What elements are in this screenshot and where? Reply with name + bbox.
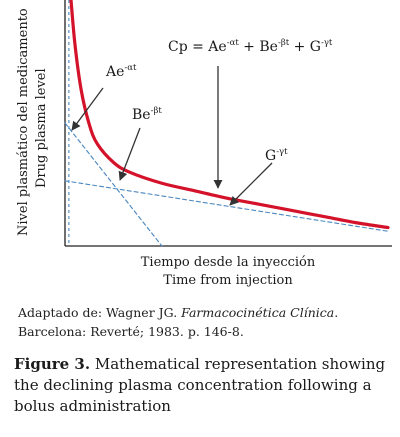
caption-label: Figure 3. — [14, 355, 91, 373]
g-label: G-γt — [265, 147, 288, 164]
beta-phase-dashed-line — [64, 180, 389, 232]
source-suffix: . Barcelona: Reverté; 1983. p. 146-8. — [18, 305, 339, 339]
equation: Cp = Ae-αt + Be-βt + G-γt — [168, 38, 333, 55]
caption-text: Mathematical representation showing the … — [14, 355, 386, 415]
source-title: Farmacocinética Clínica — [181, 305, 335, 320]
plasma-level-chart: Cp = Ae-αt + Be-βt + G-γt Ae-αt Be-βt G-… — [16, 0, 392, 288]
ae-annotation-arrow — [71, 87, 104, 131]
figure-caption: Figure 3. Mathematical representation sh… — [14, 354, 390, 417]
y-axis-label: Nivel plasmático del medicamento — [16, 8, 31, 236]
source-note: Adaptado de: Wagner JG. Farmacocinética … — [18, 303, 388, 341]
x-axis-label-english: Time from injection — [163, 273, 293, 288]
y-axis-label-english: Drug plasma level — [34, 68, 49, 188]
total-concentration-curve — [69, 0, 390, 230]
be-label: Be-βt — [132, 106, 162, 123]
ae-label: Ae-αt — [105, 63, 137, 80]
be-annotation-arrow — [118, 127, 141, 181]
source-prefix: Adaptado de: Wagner JG. — [18, 305, 182, 320]
alpha-phase-dashed-line — [64, 122, 163, 247]
g-annotation-arrow — [229, 162, 273, 206]
x-axis-label: Tiempo desde la inyección — [141, 255, 316, 270]
